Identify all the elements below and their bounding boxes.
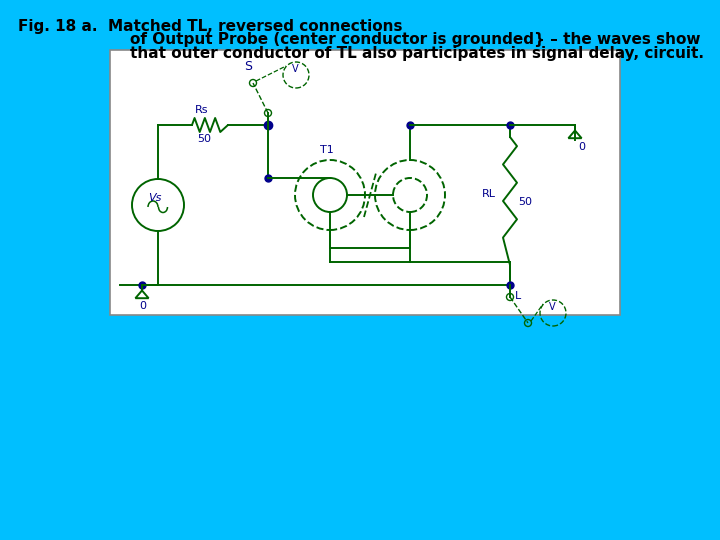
Text: 50: 50 [197, 134, 211, 144]
Text: L: L [515, 291, 521, 301]
Text: that outer conductor of TL also participates in signal delay, circuit.: that outer conductor of TL also particip… [130, 46, 703, 61]
Text: 0: 0 [578, 142, 585, 152]
Text: Vs: Vs [148, 193, 161, 203]
Text: RL: RL [482, 189, 496, 199]
Text: S: S [244, 60, 252, 73]
Text: Fig. 18 a.  Matched TL, reversed connections: Fig. 18 a. Matched TL, reversed connecti… [18, 19, 402, 34]
Text: 0: 0 [139, 301, 146, 311]
Text: T1: T1 [320, 145, 334, 155]
Bar [110, 50, 620, 315]
Text: Rs: Rs [195, 105, 209, 115]
Text: of Output Probe (center conductor is grounded} – the waves show: of Output Probe (center conductor is gro… [130, 32, 700, 48]
Text: 50: 50 [518, 197, 532, 207]
Text: V: V [549, 302, 556, 312]
Text: V: V [292, 64, 299, 74]
